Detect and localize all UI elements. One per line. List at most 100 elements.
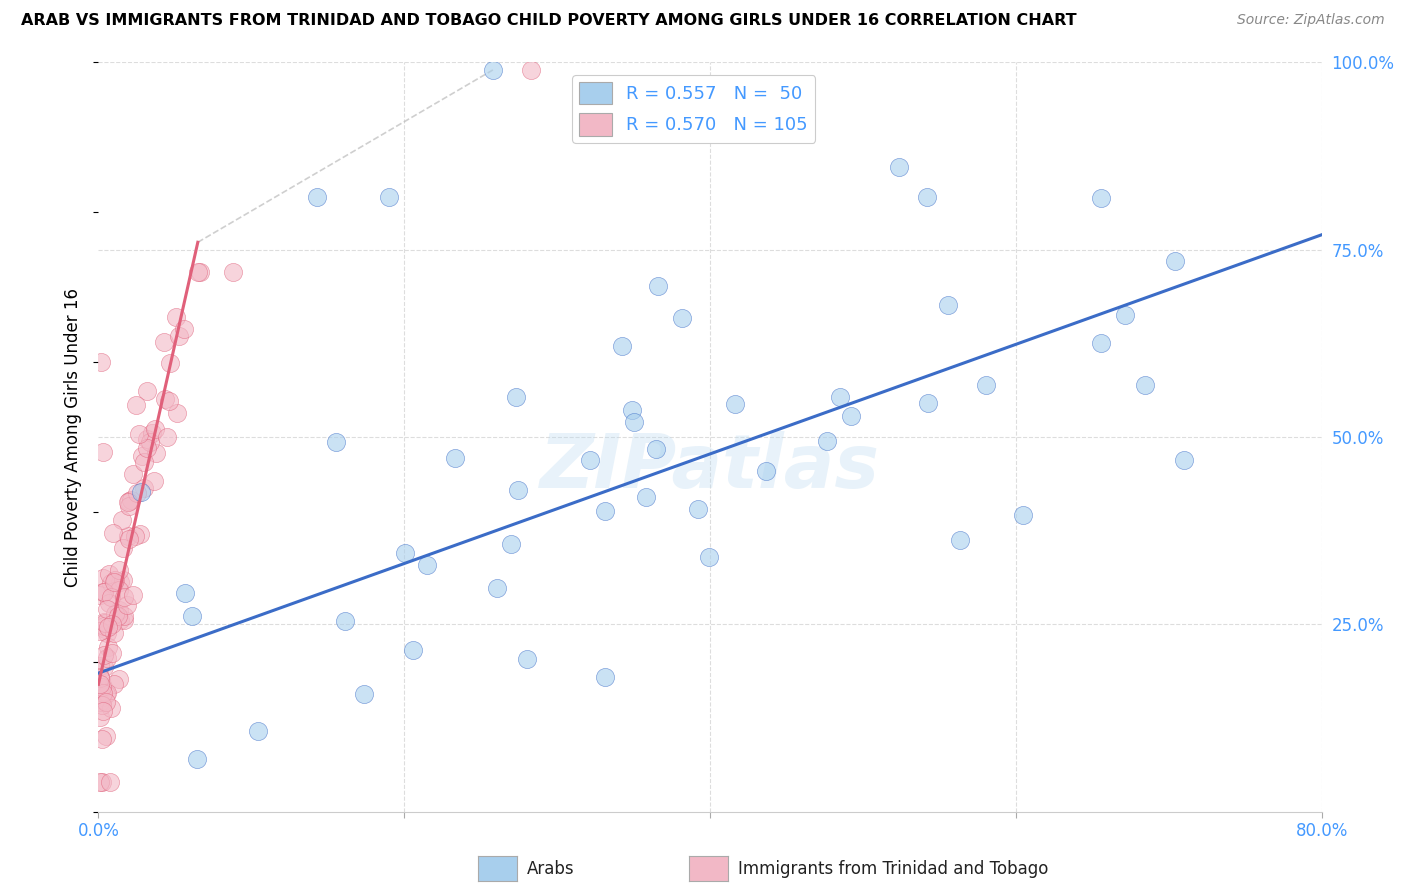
Point <box>117 599 139 613</box>
Point <box>167 329 190 343</box>
Point <box>125 486 148 500</box>
Point <box>688 502 710 516</box>
Point <box>89 669 111 683</box>
Point <box>89 695 111 709</box>
Point <box>1090 336 1112 351</box>
Point <box>117 493 139 508</box>
Point <box>128 426 150 441</box>
Point <box>697 549 720 564</box>
Point <box>93 690 115 705</box>
Point <box>141 425 163 440</box>
Point <box>89 710 111 724</box>
Point <box>974 378 997 392</box>
Point <box>125 398 148 412</box>
Point <box>132 455 155 469</box>
Y-axis label: Child Poverty Among Girls Under 16: Child Poverty Among Girls Under 16 <box>65 287 83 587</box>
Point <box>91 704 114 718</box>
Point <box>118 499 141 513</box>
Point <box>505 390 527 404</box>
Point <box>89 588 111 602</box>
Point <box>94 615 117 630</box>
Point <box>593 670 616 684</box>
Point <box>132 481 155 495</box>
Point <box>93 570 115 584</box>
Point <box>887 161 910 175</box>
Point <box>1133 377 1156 392</box>
Point <box>112 541 135 555</box>
Point <box>917 396 939 410</box>
Point <box>186 752 208 766</box>
Point <box>96 651 118 665</box>
Point <box>108 672 131 686</box>
Point <box>402 643 425 657</box>
Point <box>96 625 118 640</box>
Point <box>335 614 357 628</box>
Point <box>1114 308 1136 322</box>
Point <box>108 613 131 627</box>
Point <box>623 415 645 429</box>
Point <box>89 685 111 699</box>
Point <box>94 622 117 636</box>
Point <box>516 652 538 666</box>
Point <box>89 659 111 673</box>
Point <box>325 434 347 449</box>
Point <box>181 609 204 624</box>
Point <box>91 584 114 599</box>
Point <box>89 680 111 694</box>
Point <box>89 676 111 690</box>
Point <box>129 526 152 541</box>
Point <box>107 582 129 597</box>
Point <box>91 731 114 746</box>
Point <box>131 449 153 463</box>
Point <box>157 393 180 408</box>
Point <box>153 392 176 406</box>
Point <box>174 586 197 600</box>
Point <box>104 573 127 587</box>
Point <box>949 533 972 547</box>
Point <box>100 646 122 660</box>
Point <box>93 648 115 662</box>
Point <box>307 190 329 204</box>
Point <box>187 265 209 279</box>
Point <box>111 573 134 587</box>
Point <box>91 680 114 694</box>
Point <box>90 698 112 712</box>
Point <box>97 619 120 633</box>
Point <box>129 485 152 500</box>
Point <box>96 602 118 616</box>
Point <box>247 723 270 738</box>
Point <box>173 322 195 336</box>
Point <box>107 608 129 623</box>
Point <box>94 687 117 701</box>
Point <box>153 335 176 350</box>
Point <box>91 774 114 789</box>
Point <box>93 615 115 629</box>
Point <box>222 265 245 279</box>
Point <box>118 533 141 547</box>
Point <box>578 452 600 467</box>
Point <box>188 265 211 279</box>
Point <box>122 467 145 481</box>
Point <box>94 729 117 743</box>
Point <box>100 576 122 591</box>
Point <box>94 695 117 709</box>
Point <box>108 603 131 617</box>
Point <box>1012 508 1035 522</box>
Point <box>156 430 179 444</box>
Point <box>1173 452 1195 467</box>
Point <box>1164 254 1187 268</box>
Point <box>120 492 142 507</box>
Point <box>93 660 115 674</box>
Point <box>647 279 669 293</box>
Point <box>415 558 437 572</box>
Point <box>499 537 522 551</box>
Point <box>117 495 139 509</box>
Point <box>828 390 851 404</box>
Point <box>595 503 617 517</box>
Point <box>93 584 115 599</box>
Point <box>91 445 114 459</box>
Text: Source: ZipAtlas.com: Source: ZipAtlas.com <box>1237 13 1385 28</box>
Point <box>610 338 633 352</box>
Point <box>136 433 159 447</box>
Point <box>104 607 127 621</box>
